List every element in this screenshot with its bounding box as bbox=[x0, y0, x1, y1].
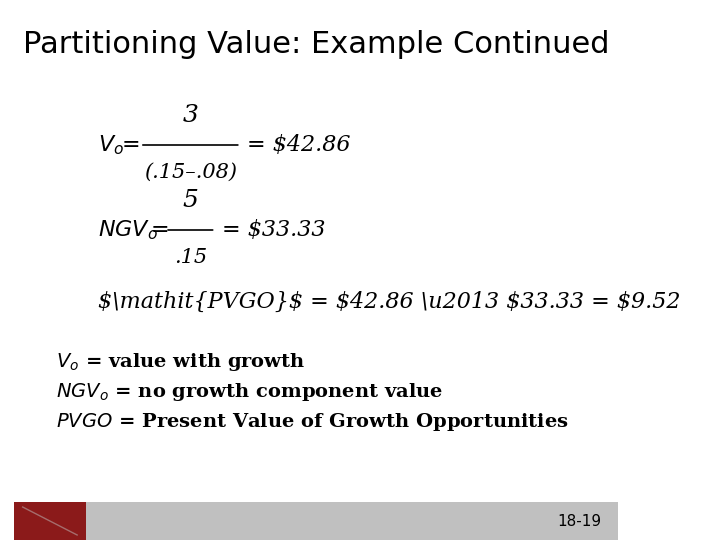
Text: (.15–.08): (.15–.08) bbox=[144, 163, 237, 182]
Bar bbox=[14, 502, 618, 540]
Text: $\mathit{NGV_o}$: $\mathit{NGV_o}$ bbox=[98, 218, 158, 242]
Text: 5: 5 bbox=[182, 189, 198, 212]
Text: $\mathit{V_o}$: $\mathit{V_o}$ bbox=[98, 133, 124, 157]
Text: = $33.33: = $33.33 bbox=[222, 219, 325, 241]
Bar bbox=[14, 502, 86, 540]
Text: = $42.86: = $42.86 bbox=[248, 134, 351, 156]
Text: $\mathit{V_o}$ = value with growth: $\mathit{V_o}$ = value with growth bbox=[56, 351, 305, 373]
Text: $\mathit{NGV_o}$ = no growth component value: $\mathit{NGV_o}$ = no growth component v… bbox=[56, 381, 444, 403]
Text: =: = bbox=[151, 219, 169, 241]
Text: 18-19: 18-19 bbox=[557, 514, 601, 529]
Text: =: = bbox=[122, 134, 140, 156]
Text: 3: 3 bbox=[182, 104, 198, 127]
Text: .15: .15 bbox=[174, 248, 207, 267]
Text: $\mathit{PVGO}$ = Present Value of Growth Opportunities: $\mathit{PVGO}$ = Present Value of Growt… bbox=[56, 411, 569, 433]
Text: Partitioning Value: Example Continued: Partitioning Value: Example Continued bbox=[23, 30, 609, 59]
Text: $\mathit{PVGO}$ = $42.86 \u2013 $33.33 = $9.52: $\mathit{PVGO}$ = $42.86 \u2013 $33.33 =… bbox=[98, 291, 680, 313]
